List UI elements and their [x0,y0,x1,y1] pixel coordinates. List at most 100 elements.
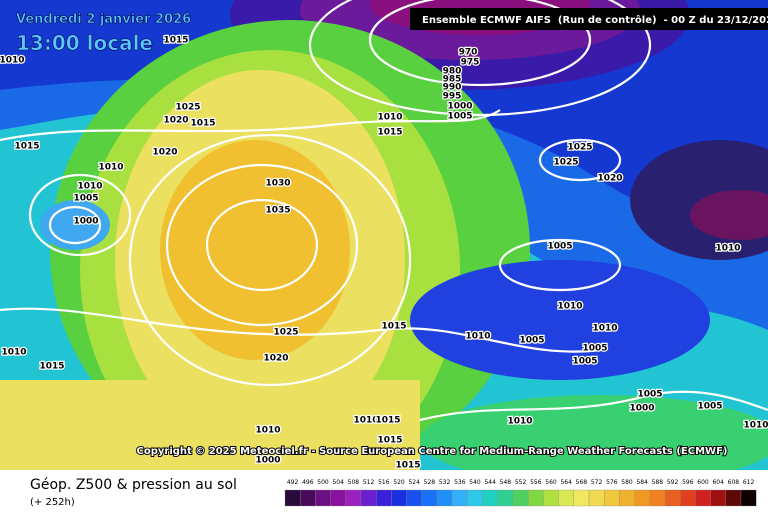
isobar-label: 1015 [39,362,64,372]
colorbar-swatch [467,489,483,507]
colorbar-swatch [406,489,422,507]
footer-lead: (+ 252h) [30,497,75,508]
isobar-label: 1005 [572,357,597,367]
isobar-label: 1025 [567,143,592,153]
isobar-label: 995 [443,92,462,102]
colorbar-label: 520 [393,479,405,486]
isobar-label: 1015 [14,142,39,152]
colorbar-label: 576 [606,479,618,486]
isobar-label: 1005 [547,242,572,252]
colorbar-swatch [740,489,757,507]
colorbar-label: 544 [484,479,496,486]
isobar-label: 1010 [77,182,102,192]
colorbar-swatch [300,489,316,507]
isobar-label: 990 [443,83,462,93]
colorbar-label: 600 [697,479,709,486]
isobar-label: 1010 [507,417,532,427]
colorbar-swatch [452,489,468,507]
colorbar-label: 540 [469,479,481,486]
colorbar-swatch [330,489,346,507]
isobar-label: 1010 [715,244,740,254]
isobar-label: 1030 [265,179,290,189]
isobar-label: 1015 [377,436,402,446]
colorbar-label: 612 [743,479,755,486]
isobar-label: 985 [443,75,462,85]
colorbar-swatch [619,489,635,507]
colorbar-swatch [725,489,742,507]
isobar-label: 1000 [447,102,472,112]
isobar-label: 1010 [377,113,402,123]
isobar-label: 1005 [447,112,472,122]
colorbar-swatch [695,489,711,507]
colorbar-label: 584 [636,479,648,486]
isobar-label: 1000 [73,217,98,227]
colorbar-swatch [345,489,362,507]
colorbar-swatch [436,489,453,507]
isobar-label: 1000 [255,456,280,466]
colorbar-label: 572 [591,479,603,486]
isobar-label: 1020 [597,174,622,184]
colorbar-label: 604 [712,479,724,486]
colorbar-label: 504 [332,479,344,486]
colorbar-label: 496 [302,479,314,486]
colorbar-swatch [315,489,331,507]
isobar-label: 1010 [1,348,26,358]
colorbar-swatch [421,489,438,507]
isobar-label: 1025 [553,158,578,168]
isobar-label: 1015 [190,119,215,129]
colorbar-swatch [664,489,681,507]
isobar-label: 980 [443,67,462,77]
model-info: Ensemble ECMWF AIFS (Run de contrôle) - … [422,14,768,26]
isobar-labels: 1015101097097598098599099510001005101010… [0,34,768,472]
isobar-label: 1020 [152,148,177,158]
isobar-label: 1010 [557,302,582,312]
isobar-label: 1005 [582,344,607,354]
colorbar-label: 556 [530,479,542,486]
colorbar-swatch [680,489,696,507]
colorbar-swatch [573,489,590,507]
isobar-label: 1015 [377,128,402,138]
colorbar-swatch [634,489,650,507]
colorbar-label: 532 [439,479,451,486]
colorbar-swatch [528,489,544,507]
isobar-label: 1000 [629,404,654,414]
copyright: Copyright © 2025 Meteociel.fr - Source E… [137,446,728,457]
isobar-label: 1035 [265,206,290,216]
colorbar-label: 568 [576,479,588,486]
colorbar-label: 512 [363,479,375,486]
colorbar-swatch [710,489,726,507]
colorbar: 492 496 500 504 508 512 516 520 524 528 532 536 540 5… [284,479,757,507]
isobar-label: 1015 [163,36,188,46]
date: Vendredi 2 janvier 2026 [16,12,191,27]
isobar-label: 1010 [255,426,280,436]
colorbar-swatch [558,489,574,507]
isobar-label: 1010 [465,332,490,342]
isobar-label: 1010 [0,56,25,66]
colorbar-swatch [360,489,377,507]
colorbar-label: 596 [682,479,694,486]
isobar-label: 1005 [73,194,98,204]
colorbar-swatch [649,489,666,507]
colorbar-label: 552 [515,479,527,486]
colorbar-swatch [284,489,301,507]
colorbar-swatch [391,489,407,507]
colorbar-label: 492 [287,479,299,486]
isobar-label: 970 [459,48,478,58]
isobar-label: 1025 [273,328,298,338]
colorbar-label: 580 [621,479,633,486]
footer-title: Géop. Z500 & pression au sol [30,477,237,493]
isobar-label: 1010 [353,416,378,426]
colorbar-label: 564 [560,479,572,486]
isobar-label: 1015 [375,416,400,426]
colorbar-swatch [604,489,620,507]
colorbar-swatch [497,489,514,507]
time: 13:00 locale [16,31,153,55]
colorbar-swatch [543,489,559,507]
colorbar-swatch [482,489,498,507]
colorbar-label: 588 [652,479,664,486]
model-box [410,8,768,30]
colorbar-label: 524 [408,479,420,486]
colorbar-label: 508 [348,479,360,486]
colorbar-label: 516 [378,479,390,486]
